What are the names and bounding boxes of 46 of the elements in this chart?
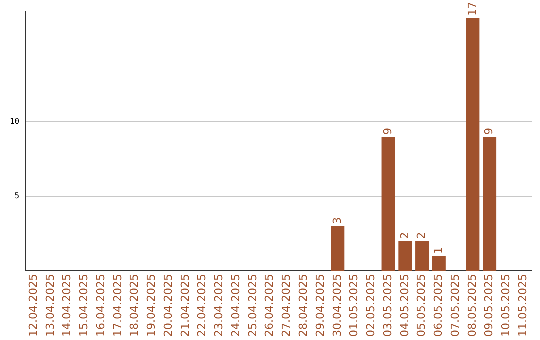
x-tick-label: 19.04.2025 — [145, 274, 158, 338]
x-tick-label: 10.05.2025 — [500, 274, 513, 338]
x-tick-label: 13.04.2025 — [44, 274, 57, 338]
x-tick-label: 15.04.2025 — [78, 274, 91, 338]
x-tick-label: 16.04.2025 — [94, 274, 108, 338]
x-tick-label: 30.04.2025 — [330, 274, 344, 338]
x-tick-label: 14.04.2025 — [60, 274, 74, 338]
bar — [432, 256, 446, 272]
x-tick-label: 06.05.2025 — [432, 274, 446, 338]
x-tick-label: 01.05.2025 — [348, 274, 361, 338]
x-tick-label: 08.05.2025 — [466, 274, 479, 338]
x-tick-label: 18.04.2025 — [128, 274, 142, 338]
bar — [466, 18, 480, 272]
bar — [331, 226, 345, 272]
bar — [398, 241, 412, 272]
x-tick-label: 11.05.2025 — [516, 274, 530, 338]
x-tick-label: 03.05.2025 — [381, 274, 394, 338]
x-tick-label: 25.04.2025 — [246, 274, 260, 338]
data-label: 9 — [482, 128, 496, 136]
x-tick-label: 22.04.2025 — [196, 274, 209, 338]
x-tick-label: 27.04.2025 — [280, 274, 294, 338]
data-label: 2 — [398, 232, 412, 240]
data-label: 9 — [381, 128, 394, 136]
data-label: 3 — [330, 217, 344, 224]
x-tick-label: 17.04.2025 — [111, 274, 124, 338]
x-tick-label: 29.04.2025 — [314, 274, 327, 338]
bar — [483, 137, 497, 272]
data-label: 2 — [415, 232, 428, 240]
x-tick-label: 24.04.2025 — [229, 274, 242, 338]
x-tick-label: 07.05.2025 — [448, 274, 462, 338]
y-tick-label: 10 — [10, 117, 20, 126]
data-label: 17 — [466, 2, 479, 16]
bar — [382, 137, 396, 272]
bar — [416, 241, 430, 272]
x-tick-label: 26.04.2025 — [263, 274, 276, 338]
x-tick-label: 21.04.2025 — [178, 274, 192, 338]
x-tick-label: 02.05.2025 — [364, 274, 378, 338]
data-label: 1 — [432, 247, 446, 254]
x-tick-label: 04.05.2025 — [398, 274, 412, 338]
x-tick-label: 09.05.2025 — [482, 274, 496, 338]
x-tick-label: 28.04.2025 — [296, 274, 310, 338]
y-tick-label: 5 — [14, 192, 20, 201]
x-tick-label: 20.04.2025 — [162, 274, 175, 338]
x-tick-label: 05.05.2025 — [415, 274, 428, 338]
x-tick-label: 23.04.2025 — [212, 274, 226, 338]
x-tick-label: 12.04.2025 — [26, 274, 40, 338]
